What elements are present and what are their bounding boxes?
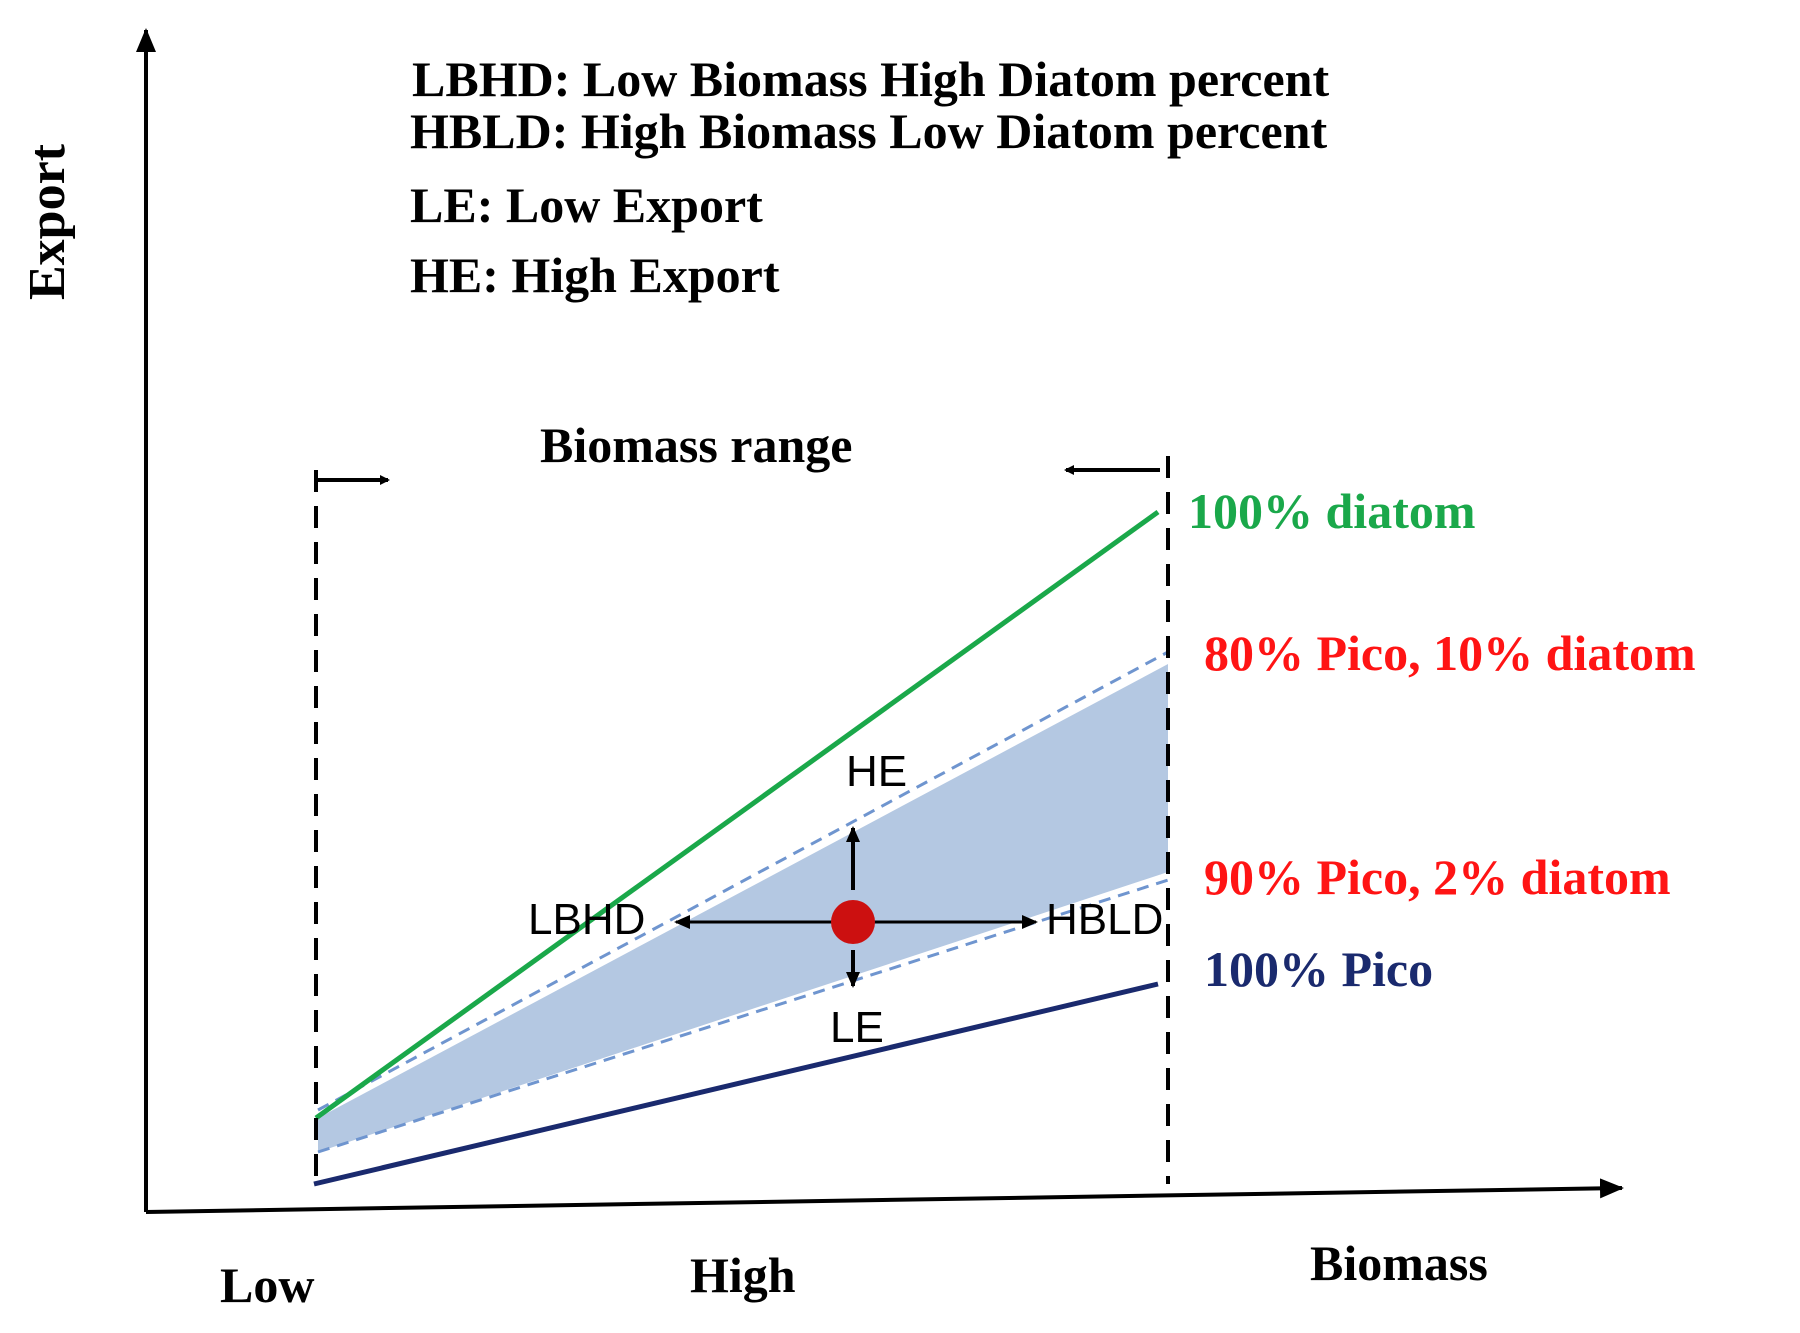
shaded-range-area xyxy=(318,664,1168,1152)
legend-le: LE: Low Export xyxy=(410,177,763,233)
marker-lbhd: LBHD xyxy=(528,895,645,944)
x-tick-high: High xyxy=(690,1247,796,1303)
label-100-pico: 100% Pico xyxy=(1204,941,1433,997)
marker-le: LE xyxy=(830,1003,884,1052)
legend-lbhd: LBHD: Low Biomass High Diatom percent xyxy=(412,51,1329,107)
legend-he: HE: High Export xyxy=(410,247,780,303)
line-80-pico xyxy=(317,650,1169,1112)
biomass-range-label: Biomass range xyxy=(540,417,853,473)
line-100-pico xyxy=(313,981,1159,1187)
x-tick-low: Low xyxy=(220,1257,314,1313)
line-100-diatom xyxy=(314,509,1160,1121)
x-axis-label: Biomass xyxy=(1310,1235,1488,1291)
label-80-pico: 80% Pico, 10% diatom xyxy=(1204,625,1696,681)
marker-hbld: HBLD xyxy=(1046,895,1163,944)
label-100-diatom: 100% diatom xyxy=(1188,483,1476,539)
y-axis-label: Export xyxy=(19,143,76,300)
label-90-pico: 90% Pico, 2% diatom xyxy=(1204,849,1671,905)
state-point xyxy=(831,900,875,944)
legend-hbld: HBLD: High Biomass Low Diatom percent xyxy=(410,103,1327,159)
marker-he: HE xyxy=(846,747,907,796)
x-axis xyxy=(145,1178,1624,1214)
